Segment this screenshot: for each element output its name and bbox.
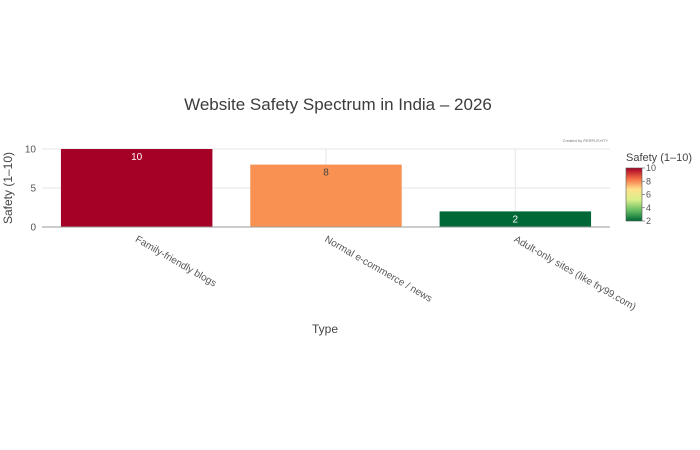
colorbar-tick-label: 8: [646, 176, 651, 186]
y-tick-label: 0: [30, 223, 36, 234]
x-tick-label: Normal e-commerce / news: [323, 234, 434, 305]
x-tick-label: Family-friendly blogs: [133, 234, 218, 289]
bars: 10 8 2: [60, 149, 592, 227]
bar-data-label: 10: [131, 152, 143, 163]
colorbar-tick-label: 2: [646, 216, 651, 226]
colorbar-title: Safety (1–10): [626, 152, 692, 164]
y-tick-label: 10: [25, 145, 37, 156]
y-tick-label: 5: [30, 184, 36, 195]
colorbar-tick-label: 4: [646, 203, 651, 213]
bar: [60, 149, 213, 227]
bar-data-label: 2: [513, 214, 519, 225]
bar: [250, 164, 402, 227]
colorbar-tick-label: 6: [646, 190, 651, 200]
x-axis-title: Type: [312, 322, 338, 336]
chart-title: Website Safety Spectrum in India – 2026: [184, 95, 492, 114]
x-tick-label: Adult-only sites (like fry99.com): [512, 234, 638, 313]
chart-credit: Created by PERPLEXITY: [563, 138, 609, 143]
bar-data-label: 8: [323, 168, 329, 179]
bar: [439, 211, 592, 227]
y-axis-title: Safety (1–10): [1, 152, 15, 224]
colorbar: Safety (1–10) 2 4 6 8 10: [625, 152, 692, 226]
colorbar-tick-label: 10: [646, 163, 656, 173]
colorbar-gradient: [625, 167, 643, 222]
